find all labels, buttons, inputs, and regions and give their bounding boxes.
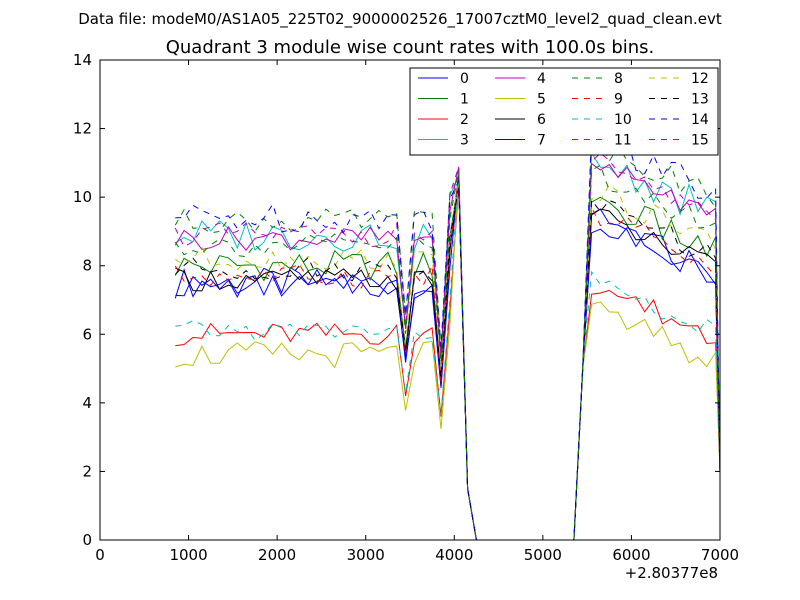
y-tick-label: 6: [82, 325, 92, 343]
y-tick-label: 14: [73, 51, 92, 69]
y-tick-label: 8: [82, 257, 92, 275]
x-tick-label: 3000: [347, 546, 385, 564]
series-line-13: [174, 186, 721, 541]
series-line-4: [174, 162, 721, 541]
chart-title: Quadrant 3 module wise count rates with …: [166, 37, 655, 58]
legend-label: 14: [691, 112, 709, 128]
legend-label: 11: [614, 133, 632, 149]
x-tick-label: 4000: [435, 546, 473, 564]
legend-label: 3: [460, 133, 469, 149]
x-tick-label: 7000: [701, 546, 739, 564]
legend-label: 9: [614, 92, 623, 108]
x-tick-label: 6000: [612, 546, 650, 564]
y-tick-label: 4: [82, 394, 92, 412]
legend-label: 12: [691, 71, 709, 87]
y-tick-label: 0: [82, 531, 92, 549]
legend-label: 2: [460, 112, 469, 128]
legend-label: 10: [614, 112, 632, 128]
legend-label: 6: [537, 112, 546, 128]
x-tick-label: 5000: [524, 546, 562, 564]
y-tick-label: 12: [73, 120, 92, 138]
x-tick-label: 2000: [258, 546, 296, 564]
series-line-10: [175, 173, 721, 541]
series-line-15: [174, 164, 721, 541]
legend-label: 15: [691, 133, 709, 149]
legend-label: 4: [537, 71, 546, 87]
series-line-2: [175, 186, 721, 541]
plot-lines: [174, 125, 721, 541]
x-axis-offset-label: +2.80377e8: [625, 564, 718, 582]
legend-label: 5: [537, 92, 546, 108]
figure-suptitle: Data file: modeM0/AS1A05_225T02_90000025…: [78, 10, 722, 29]
y-tick-label: 2: [82, 462, 92, 480]
x-tick-label: 0: [95, 546, 105, 564]
legend-label: 13: [691, 92, 709, 108]
x-tick-label: 1000: [169, 546, 207, 564]
series-line-11: [174, 152, 721, 541]
series-line-5: [175, 174, 721, 541]
legend-label: 8: [614, 71, 623, 87]
legend-label: 0: [460, 71, 469, 87]
y-tick-label: 10: [73, 188, 92, 206]
legend-box: [409, 67, 719, 156]
legend-label: 7: [537, 133, 546, 149]
series-line-12: [175, 181, 721, 541]
legend-label: 1: [460, 92, 469, 108]
series-line-14: [175, 125, 721, 541]
axes-frame: [99, 59, 721, 541]
